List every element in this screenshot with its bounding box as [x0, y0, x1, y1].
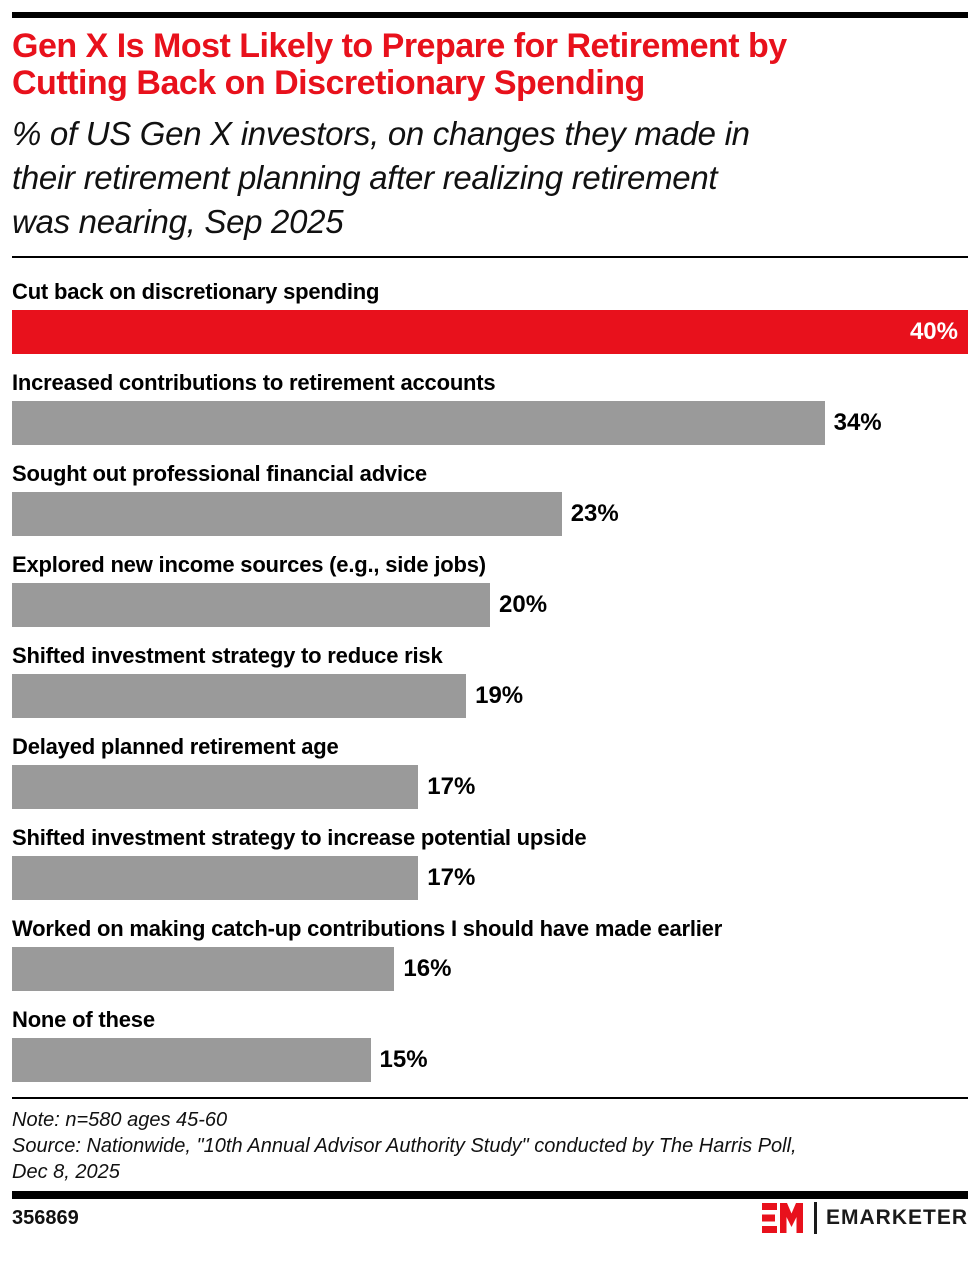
bar-group: Shifted investment strategy to reduce ri…	[12, 642, 968, 718]
footer: 356869 EMARKETER	[12, 1199, 968, 1237]
bar-row: 20%	[12, 583, 968, 627]
bar-group: Cut back on discretionary spending 40%	[12, 278, 968, 354]
category-label: Cut back on discretionary spending	[12, 279, 380, 304]
value-label: 40%	[909, 318, 958, 345]
emarketer-logo: EMARKETER	[761, 1202, 968, 1234]
category-label: Increased contributions to retirement ac…	[12, 370, 496, 395]
bar-row: 17%	[12, 765, 968, 809]
bar-row: 23%	[12, 492, 968, 536]
bar-group: Increased contributions to retirement ac…	[12, 369, 968, 445]
value-label: 17%	[427, 773, 476, 800]
chart-subtitle: % of US Gen X investors, on changes they…	[12, 115, 750, 240]
chart-note: Note: n=580 ages 45-60	[12, 1109, 228, 1131]
bar	[12, 1038, 371, 1082]
category-label: Sought out professional financial advice	[12, 461, 427, 486]
bar: 40%	[12, 310, 968, 354]
value-label: 34%	[833, 409, 882, 436]
bar-row: 17%	[12, 856, 968, 900]
value-label: 17%	[427, 864, 476, 891]
bar-group: Shifted investment strategy to increase …	[12, 824, 968, 900]
bar	[12, 583, 490, 627]
bar-row: 19%	[12, 674, 968, 718]
category-label: Delayed planned retirement age	[12, 734, 339, 759]
logo-separator	[813, 1202, 817, 1234]
bar-group: None of these 15%	[12, 1006, 968, 1082]
bar	[12, 401, 825, 445]
value-label: 19%	[475, 682, 524, 709]
header-divider	[12, 256, 968, 258]
bar	[12, 674, 467, 718]
emarketer-logo-mark	[761, 1203, 803, 1233]
bar-group: Worked on making catch-up contributions …	[12, 915, 968, 991]
value-label: 20%	[499, 591, 548, 618]
value-label: 23%	[570, 500, 619, 527]
bar-group: Sought out professional financial advice…	[12, 460, 968, 536]
emarketer-wordmark: EMARKETER	[825, 1206, 968, 1229]
value-label: 15%	[379, 1046, 428, 1073]
value-label: 16%	[403, 955, 452, 982]
category-label: Worked on making catch-up contributions …	[12, 916, 723, 941]
bar-group: Delayed planned retirement age 17%	[12, 733, 968, 809]
bar	[12, 947, 395, 991]
chart-source: Source: Nationwide, "10th Annual Advisor…	[12, 1135, 797, 1183]
bar-group: Explored new income sources (e.g., side …	[12, 551, 968, 627]
bottom-rule	[12, 1191, 968, 1199]
chart-title: Gen X Is Most Likely to Prepare for Reti…	[12, 27, 787, 102]
top-rule	[12, 12, 968, 18]
bar-row: 40%	[12, 310, 968, 354]
category-label: None of these	[12, 1007, 155, 1032]
bar-row: 16%	[12, 947, 968, 991]
bar-row: 34%	[12, 401, 968, 445]
chart-id: 356869	[12, 1206, 79, 1229]
bar-chart: Cut back on discretionary spending 40% Inc…	[12, 258, 968, 1082]
category-label: Shifted investment strategy to reduce ri…	[12, 643, 443, 668]
category-label: Explored new income sources (e.g., side …	[12, 552, 486, 577]
bar	[12, 856, 419, 900]
notes-divider	[12, 1097, 968, 1099]
notes-block: Note: n=580 ages 45-60 Source: Nationwid…	[12, 1107, 968, 1185]
bar	[12, 765, 419, 809]
category-label: Shifted investment strategy to increase …	[12, 825, 587, 850]
bar-row: 15%	[12, 1038, 968, 1082]
bar	[12, 492, 562, 536]
